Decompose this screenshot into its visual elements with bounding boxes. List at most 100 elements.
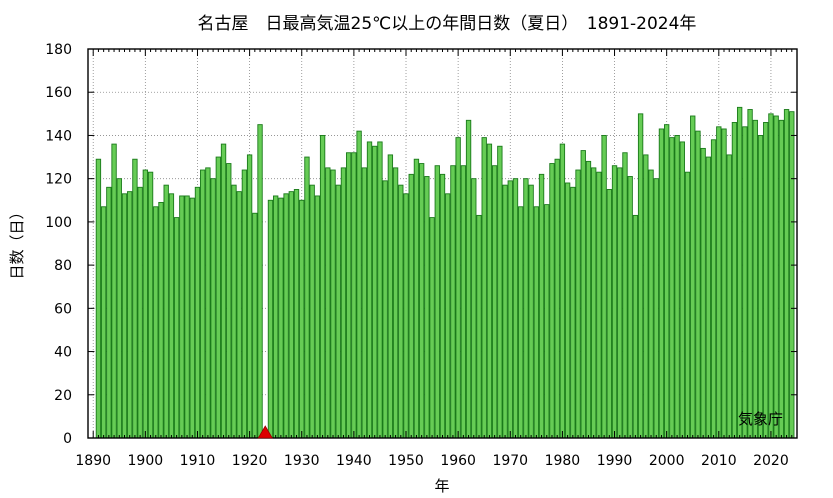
y-tick-label: 20 bbox=[54, 388, 72, 404]
bar-1961 bbox=[460, 165, 467, 439]
x-tick-label: 2000 bbox=[649, 453, 685, 469]
bar-1957 bbox=[439, 173, 446, 439]
bar-1988 bbox=[601, 134, 607, 439]
bar-2006 bbox=[695, 130, 701, 439]
bar-1934 bbox=[319, 134, 326, 439]
y-tick-label: 180 bbox=[45, 42, 72, 58]
bar-1969 bbox=[502, 184, 508, 439]
bar-1904 bbox=[163, 184, 169, 439]
bar-1935 bbox=[325, 167, 331, 439]
bar-1924 bbox=[267, 199, 274, 439]
bar-2016 bbox=[747, 109, 753, 439]
bar-1912 bbox=[205, 167, 211, 439]
bar-1970 bbox=[507, 180, 513, 439]
bar-1943 bbox=[366, 141, 373, 439]
bar-1952 bbox=[413, 158, 420, 439]
bar-1920 bbox=[246, 154, 253, 439]
bar-2010 bbox=[716, 126, 722, 439]
bar-2017 bbox=[752, 119, 758, 439]
y-tick-label: 60 bbox=[54, 301, 72, 317]
x-tick-label: 2010 bbox=[701, 453, 737, 469]
bar-1913 bbox=[210, 178, 216, 439]
bar-1974 bbox=[528, 184, 534, 439]
x-tick-label: 1990 bbox=[597, 453, 633, 469]
missing-data-marker bbox=[257, 425, 273, 439]
bar-1966 bbox=[486, 143, 493, 439]
x-axis-title: 年 bbox=[434, 477, 449, 495]
bar-2003 bbox=[679, 141, 685, 439]
bar-1975 bbox=[533, 206, 540, 439]
bar-1902 bbox=[153, 206, 159, 439]
y-tick-label: 40 bbox=[54, 345, 72, 361]
x-tick-label: 2020 bbox=[753, 453, 789, 469]
bar-1995 bbox=[637, 113, 644, 439]
bar-1930 bbox=[299, 199, 305, 439]
bar-1971 bbox=[512, 178, 519, 439]
y-tick-label: 140 bbox=[45, 128, 72, 144]
bar-1980 bbox=[559, 143, 566, 439]
chart-title: 名古屋 日最高気温25℃以上の年間日数（夏日） 1891-2024年 bbox=[198, 14, 697, 34]
bar-1891 bbox=[95, 158, 102, 439]
credit-label: 気象庁 bbox=[738, 410, 783, 428]
bar-1987 bbox=[596, 171, 602, 439]
bar-1951 bbox=[408, 173, 414, 439]
x-tick-label: 1940 bbox=[336, 453, 372, 469]
bar-1936 bbox=[330, 169, 336, 439]
bar-1914 bbox=[215, 156, 221, 439]
y-tick-label: 0 bbox=[63, 431, 72, 447]
bar-1929 bbox=[293, 189, 300, 439]
bar-1993 bbox=[627, 176, 633, 439]
bar-2022 bbox=[778, 119, 785, 439]
bar-1953 bbox=[418, 163, 425, 439]
bar-1979 bbox=[554, 158, 560, 439]
bar-2023 bbox=[783, 109, 790, 439]
bar-1927 bbox=[283, 193, 289, 439]
bar-2012 bbox=[726, 154, 732, 439]
bar-1985 bbox=[585, 160, 592, 439]
bar-1916 bbox=[226, 163, 232, 439]
bar-2024 bbox=[789, 111, 795, 439]
bar-1972 bbox=[518, 206, 524, 439]
bar-1962 bbox=[465, 119, 472, 439]
bar-1977 bbox=[544, 204, 550, 439]
bar-1909 bbox=[189, 197, 195, 439]
bar-1999 bbox=[658, 128, 665, 439]
bar-1928 bbox=[288, 191, 294, 439]
bar-1967 bbox=[491, 165, 498, 439]
y-tick-label: 100 bbox=[45, 215, 72, 231]
x-tick-label: 1920 bbox=[232, 453, 268, 469]
ticks: 0 20 40 60 80 100 120 140 160 180 1890 1900 1910 1920… bbox=[45, 42, 798, 469]
bar-1996 bbox=[643, 154, 649, 439]
bar-2000 bbox=[664, 124, 670, 439]
bar-1892 bbox=[100, 206, 107, 439]
bar-1906 bbox=[173, 217, 180, 439]
bar-1963 bbox=[471, 178, 477, 439]
y-axis-title: 日数（日） bbox=[8, 204, 26, 279]
bar-1976 bbox=[538, 173, 545, 439]
bar-2008 bbox=[705, 156, 712, 439]
x-tick-label: 1950 bbox=[388, 453, 424, 469]
bar-1910 bbox=[194, 186, 201, 439]
x-tick-label: 1930 bbox=[284, 453, 320, 469]
bar-1960 bbox=[455, 137, 461, 439]
bar-1947 bbox=[387, 154, 394, 439]
bar-1893 bbox=[106, 186, 112, 439]
bar-1944 bbox=[372, 145, 378, 439]
bar-1958 bbox=[445, 193, 451, 439]
bar-1895 bbox=[116, 178, 122, 439]
bar-1986 bbox=[591, 167, 597, 439]
bar-2018 bbox=[757, 134, 764, 439]
bar-1949 bbox=[398, 184, 404, 439]
bar-1984 bbox=[580, 150, 586, 439]
bar-1981 bbox=[564, 182, 571, 439]
bar-2001 bbox=[669, 137, 675, 439]
bar-1982 bbox=[570, 186, 576, 439]
bar-1978 bbox=[549, 163, 555, 439]
bar-1921 bbox=[252, 212, 258, 439]
bar-1939 bbox=[345, 152, 352, 439]
bar-1973 bbox=[523, 178, 529, 439]
bar-2013 bbox=[731, 122, 738, 439]
bar-1900 bbox=[142, 169, 149, 439]
bar-1950 bbox=[403, 193, 409, 439]
